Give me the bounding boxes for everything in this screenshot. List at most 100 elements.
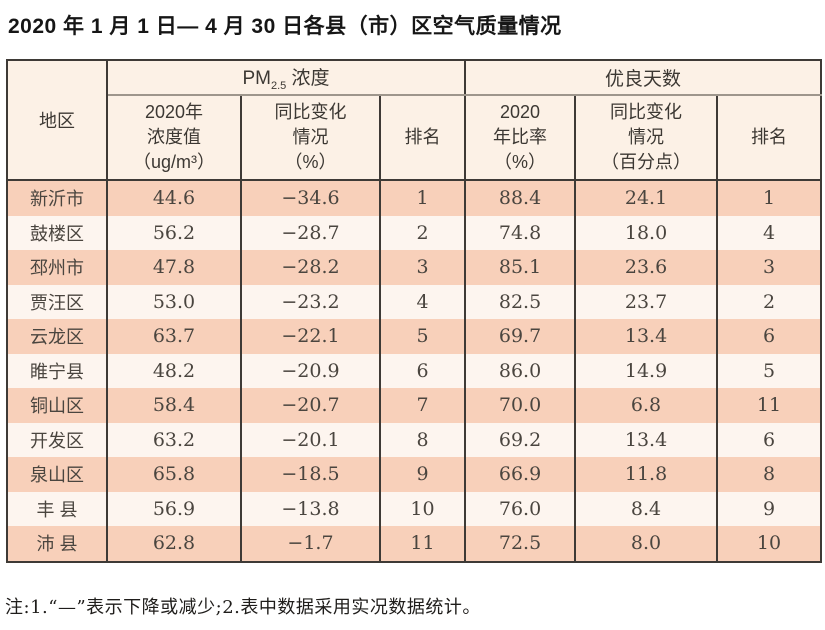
table-row: 云龙区 63.7 −22.1 5 69.7 13.4 6 <box>6 319 823 354</box>
cell-region: 邳州市 <box>6 250 108 285</box>
cell-days_ratio: 74.8 <box>464 215 577 250</box>
pm25-label: PM2.5 浓度 <box>242 68 330 92</box>
cell-days_ratio: 66.9 <box>464 457 577 492</box>
cell-pm_rank: 9 <box>378 457 467 492</box>
cell-days_rank: 9 <box>716 491 823 526</box>
cell-pm_change: −28.7 <box>240 215 381 250</box>
cell-pm_value: 63.7 <box>106 319 242 354</box>
cell-days_rank: 11 <box>716 388 823 423</box>
cell-region: 开发区 <box>6 422 108 457</box>
table-row: 铜山区 58.4 −20.7 7 70.0 6.8 11 <box>6 388 823 423</box>
cell-days_rank: 6 <box>716 422 823 457</box>
cell-pm_value: 47.8 <box>106 250 242 285</box>
cell-pm_value: 63.2 <box>106 422 242 457</box>
cell-pm_value: 56.9 <box>106 491 242 526</box>
cell-days_change: 13.4 <box>574 422 719 457</box>
cell-days_ratio: 69.2 <box>464 422 577 457</box>
cell-days_change: 18.0 <box>574 215 719 250</box>
cell-days_ratio: 85.1 <box>464 250 577 285</box>
cell-pm_change: −20.1 <box>240 422 381 457</box>
cell-days_rank: 5 <box>716 353 823 388</box>
cell-days_ratio: 88.4 <box>464 180 577 216</box>
cell-pm_rank: 6 <box>378 353 467 388</box>
cell-region: 云龙区 <box>6 319 108 354</box>
cell-pm_value: 48.2 <box>106 353 242 388</box>
cell-days_change: 13.4 <box>574 319 719 354</box>
table-row: 贾汪区 53.0 −23.2 4 82.5 23.7 2 <box>6 284 823 319</box>
cell-days_ratio: 70.0 <box>464 388 577 423</box>
table-row: 睢宁县 48.2 −20.9 6 86.0 14.9 5 <box>6 353 823 388</box>
group-header-row: 地区 PM2.5 浓度 优良天数 <box>6 60 823 181</box>
cell-pm_rank: 3 <box>378 250 467 285</box>
cell-region: 丰 县 <box>6 491 108 526</box>
cell-days_rank: 3 <box>716 250 823 285</box>
cell-pm_rank: 8 <box>378 422 467 457</box>
cell-days_rank: 2 <box>716 284 823 319</box>
table-row: 邳州市 47.8 −28.2 3 85.1 23.6 3 <box>6 250 823 285</box>
air-quality-table: 地区 PM2.5 浓度 优良天数 2020年 浓度值 （ug/m³） 同比变化 … <box>6 59 823 563</box>
cell-days_rank: 4 <box>716 215 823 250</box>
sub-header-row: 2020年 浓度值 （ug/m³） 同比变化 情况 （%） 排名 2020 年比… <box>7 95 823 181</box>
cell-pm_rank: 1 <box>378 180 467 216</box>
cell-days_change: 6.8 <box>574 388 719 423</box>
cell-pm_change: −13.8 <box>240 491 381 526</box>
cell-region: 贾汪区 <box>6 284 108 319</box>
cell-days_rank: 1 <box>716 180 823 216</box>
cell-pm_value: 53.0 <box>106 284 242 319</box>
table-row: 沛 县 62.8 −1.7 11 72.5 8.0 10 <box>6 526 823 562</box>
column-header-pm-change: 同比变化 情况 （%） <box>240 95 381 181</box>
group-header-pm25: PM2.5 浓度 <box>105 60 467 96</box>
column-header-days-change: 同比变化 情况 （百分点） <box>574 95 719 181</box>
column-header-pm-value: 2020年 浓度值 （ug/m³） <box>106 95 242 181</box>
group-header-good-days: 优良天数 <box>464 60 823 96</box>
cell-pm_value: 62.8 <box>106 526 242 562</box>
cell-pm_value: 58.4 <box>106 388 242 423</box>
cell-pm_change: −28.2 <box>240 250 381 285</box>
cell-region: 沛 县 <box>6 526 108 562</box>
cell-region: 鼓楼区 <box>6 215 108 250</box>
cell-days_ratio: 69.7 <box>464 319 577 354</box>
cell-days_ratio: 72.5 <box>464 526 577 562</box>
column-header-pm-rank: 排名 <box>378 95 467 181</box>
cell-region: 新沂市 <box>6 180 108 216</box>
cell-days_change: 8.4 <box>574 491 719 526</box>
cell-days_change: 24.1 <box>574 180 719 216</box>
cell-days_ratio: 86.0 <box>464 353 577 388</box>
table-row: 开发区 63.2 −20.1 8 69.2 13.4 6 <box>6 422 823 457</box>
table-row: 泉山区 65.8 −18.5 9 66.9 11.8 8 <box>6 457 823 492</box>
cell-pm_value: 56.2 <box>106 215 242 250</box>
cell-pm_change: −20.9 <box>240 353 381 388</box>
cell-pm_value: 44.6 <box>106 180 242 216</box>
cell-pm_change: −20.7 <box>240 388 381 423</box>
cell-pm_change: −18.5 <box>240 457 381 492</box>
cell-pm_rank: 10 <box>378 491 467 526</box>
cell-pm_rank: 11 <box>378 526 467 562</box>
cell-pm_rank: 2 <box>378 215 467 250</box>
table-row: 丰 县 56.9 −13.8 10 76.0 8.4 9 <box>6 491 823 526</box>
cell-pm_change: −23.2 <box>240 284 381 319</box>
table-body: 新沂市 44.6 −34.6 1 88.4 24.1 1 鼓楼区 56.2 −28.7 2 74.8 1… <box>6 180 823 562</box>
cell-pm_value: 65.8 <box>106 457 242 492</box>
cell-pm_rank: 7 <box>378 388 467 423</box>
column-header-days-rank: 排名 <box>716 95 823 181</box>
cell-region: 睢宁县 <box>6 353 108 388</box>
table-footnote: 注:1.“—”表示下降或减少;2.表中数据采用实况数据统计。 <box>5 596 481 618</box>
cell-days_change: 11.8 <box>574 457 719 492</box>
page-title: 2020 年 1 月 1 日— 4 月 30 日各县（市）区空气质量情况 <box>8 15 562 38</box>
cell-pm_change: −22.1 <box>240 319 381 354</box>
cell-days_rank: 6 <box>716 319 823 354</box>
cell-days_change: 23.7 <box>574 284 719 319</box>
column-header-days-ratio: 2020 年比率 （%） <box>464 95 577 181</box>
table-row: 鼓楼区 56.2 −28.7 2 74.8 18.0 4 <box>6 215 823 250</box>
column-header-region: 地区 <box>6 60 108 181</box>
cell-region: 泉山区 <box>6 457 108 492</box>
cell-days_rank: 10 <box>716 526 823 562</box>
cell-days_change: 23.6 <box>574 250 719 285</box>
cell-days_change: 8.0 <box>574 526 719 562</box>
cell-days_ratio: 76.0 <box>464 491 577 526</box>
cell-pm_change: −34.6 <box>240 180 381 216</box>
table-header: 地区 PM2.5 浓度 优良天数 2020年 浓度值 （ug/m³） 同比变化 … <box>6 60 823 181</box>
cell-pm_rank: 5 <box>378 319 467 354</box>
cell-region: 铜山区 <box>6 388 108 423</box>
cell-days_ratio: 82.5 <box>464 284 577 319</box>
